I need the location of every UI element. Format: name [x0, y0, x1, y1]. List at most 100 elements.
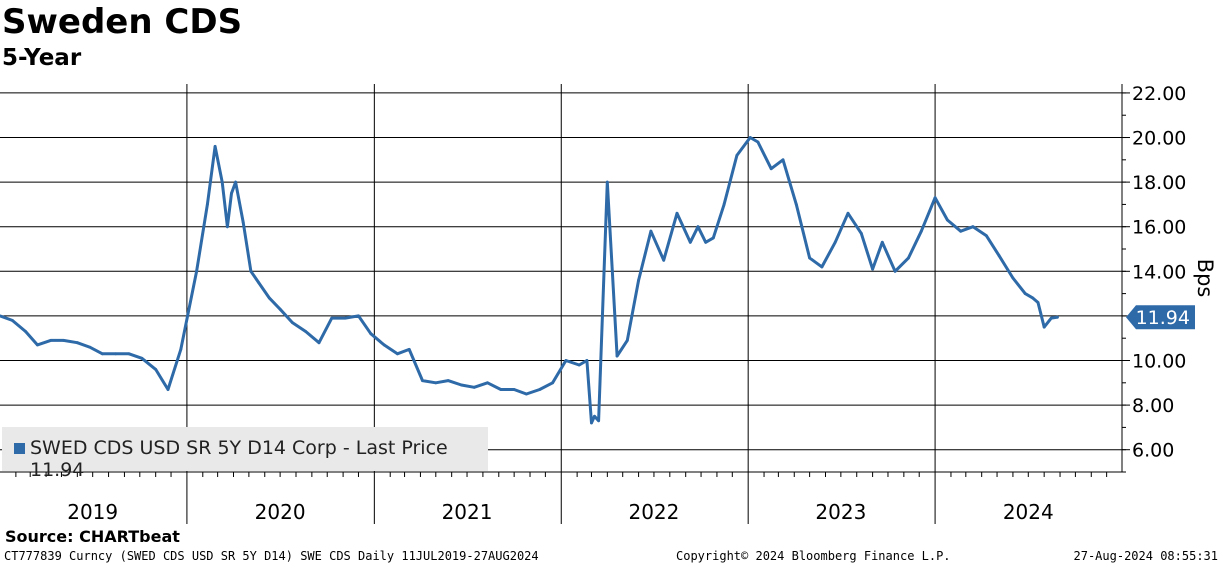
legend-swatch — [14, 443, 25, 454]
data-point — [748, 136, 752, 139]
data-point — [711, 236, 715, 240]
data-point — [590, 421, 593, 425]
data-point — [421, 379, 424, 382]
data-point — [577, 363, 581, 367]
data-point — [893, 269, 897, 273]
source-note: Source: CHARTbeat — [5, 527, 180, 546]
data-point — [234, 180, 238, 184]
data-point — [625, 339, 629, 342]
data-point — [769, 167, 773, 171]
data-point — [597, 419, 600, 423]
data-point — [10, 319, 14, 322]
data-point — [696, 225, 700, 229]
data-point — [1031, 296, 1035, 300]
data-point — [781, 158, 785, 162]
y-tick-label: 14.00 — [1132, 261, 1186, 283]
data-point — [662, 258, 666, 262]
data-point — [959, 229, 963, 233]
data-point — [919, 229, 923, 233]
data-point — [907, 256, 910, 260]
y-tick-label: 10.00 — [1132, 351, 1186, 373]
data-point — [605, 180, 609, 184]
timestamp: 27-Aug-2024 08:55:31 — [1073, 549, 1219, 563]
data-point — [101, 352, 104, 356]
data-point — [735, 154, 739, 157]
data-point — [220, 180, 224, 184]
y-tick-label: 22.00 — [1132, 83, 1186, 105]
data-point — [278, 307, 282, 311]
data-point — [75, 341, 79, 345]
data-point — [820, 265, 824, 269]
data-point — [1036, 301, 1040, 304]
data-point — [1023, 292, 1027, 295]
data-point — [1042, 325, 1046, 329]
data-point — [343, 316, 347, 320]
series-layer — [0, 136, 1059, 425]
series-line — [0, 136, 1058, 425]
data-point — [512, 388, 516, 391]
data-point — [154, 368, 158, 371]
data-point — [859, 232, 863, 235]
data-point — [179, 348, 183, 351]
data-point — [249, 269, 253, 273]
data-point — [357, 314, 360, 318]
y-tick-label: 6.00 — [1132, 440, 1174, 462]
copyright: Copyright© 2024 Bloomberg Finance L.P. — [676, 549, 951, 563]
grid — [0, 84, 1122, 524]
y-axis-label: Bps — [1193, 259, 1217, 298]
data-point — [268, 296, 271, 300]
data-point — [88, 345, 91, 349]
legend-label: SWED CDS USD SR 5Y D14 Corp - Last Price… — [30, 437, 448, 481]
chart-title: Sweden CDS — [2, 2, 243, 42]
data-point — [140, 356, 144, 360]
data-point — [49, 339, 53, 342]
data-point — [871, 267, 874, 271]
data-point — [226, 225, 229, 229]
y-tick-label: 18.00 — [1132, 172, 1186, 194]
data-point — [396, 352, 399, 356]
legend: SWED CDS USD SR 5Y D14 Corp - Last Price… — [2, 427, 488, 481]
data-point — [24, 330, 27, 333]
data-point — [369, 332, 373, 336]
data-point — [722, 203, 726, 206]
data-point — [637, 278, 640, 282]
y-tick-label: 16.00 — [1132, 217, 1186, 239]
data-point — [291, 321, 294, 324]
axes: 6.008.0010.0012.0014.0016.0018.0020.0022… — [0, 83, 1217, 524]
year-label: 2019 — [67, 500, 118, 524]
data-point — [206, 203, 209, 206]
data-point — [304, 330, 308, 333]
data-point — [241, 220, 245, 224]
data-point — [213, 145, 217, 148]
data-point — [756, 140, 760, 144]
data-point — [330, 316, 334, 320]
data-point — [257, 281, 260, 284]
year-label: 2022 — [628, 500, 679, 524]
data-point — [62, 339, 65, 342]
data-point — [538, 388, 542, 391]
data-point — [317, 341, 321, 345]
data-point — [933, 196, 937, 200]
data-point — [1049, 316, 1053, 320]
data-point — [127, 352, 131, 356]
chart-subtitle: 5-Year — [2, 45, 82, 71]
data-point — [486, 381, 489, 385]
data-point — [0, 314, 2, 318]
year-label: 2021 — [442, 500, 493, 524]
data-point — [434, 381, 438, 385]
data-point — [407, 348, 411, 351]
ticker-info: CT777839 Curncy (SWED CDS USD SR 5Y D14)… — [4, 549, 539, 563]
data-point — [946, 218, 949, 222]
data-point — [794, 203, 798, 206]
data-point — [833, 240, 837, 244]
data-point — [688, 240, 692, 244]
data-point — [230, 191, 233, 195]
data-point — [880, 240, 884, 244]
data-point — [564, 359, 568, 362]
data-point — [997, 254, 1001, 258]
data-point — [675, 211, 679, 215]
data-point — [704, 240, 708, 244]
data-point — [195, 269, 199, 273]
data-point — [971, 225, 975, 229]
